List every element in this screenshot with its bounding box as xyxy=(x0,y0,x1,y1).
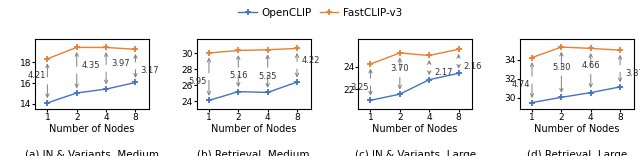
Text: 4.35: 4.35 xyxy=(81,61,100,70)
Text: 5.16: 5.16 xyxy=(229,71,248,80)
X-axis label: Number of Nodes: Number of Nodes xyxy=(49,124,135,134)
Text: 5.95: 5.95 xyxy=(189,77,207,86)
Text: 3.70: 3.70 xyxy=(390,64,409,73)
Text: 3.25: 3.25 xyxy=(350,83,369,92)
Title: (a) IN & Variants, Medium: (a) IN & Variants, Medium xyxy=(25,150,159,156)
Text: 5.35: 5.35 xyxy=(259,71,277,80)
Text: 4.74: 4.74 xyxy=(512,80,531,90)
Title: (d) Retrieval, Large: (d) Retrieval, Large xyxy=(527,150,627,156)
X-axis label: Number of Nodes: Number of Nodes xyxy=(211,124,296,134)
Text: 4.21: 4.21 xyxy=(27,71,45,80)
X-axis label: Number of Nodes: Number of Nodes xyxy=(534,124,620,134)
Text: 4.22: 4.22 xyxy=(302,56,320,65)
Text: 2.16: 2.16 xyxy=(463,62,482,71)
Text: 5.30: 5.30 xyxy=(552,63,571,72)
Text: 4.66: 4.66 xyxy=(581,61,600,70)
Text: 3.97: 3.97 xyxy=(111,59,129,68)
Text: 3.17: 3.17 xyxy=(140,66,159,75)
Title: (b) Retrieval, Medium: (b) Retrieval, Medium xyxy=(197,150,310,156)
Title: (c) IN & Variants, Large: (c) IN & Variants, Large xyxy=(355,150,476,156)
Text: 3.87: 3.87 xyxy=(625,69,640,78)
Legend: OpenCLIP, FastCLIP-v3: OpenCLIP, FastCLIP-v3 xyxy=(234,4,406,22)
Text: 2.17: 2.17 xyxy=(434,68,452,77)
X-axis label: Number of Nodes: Number of Nodes xyxy=(372,124,458,134)
